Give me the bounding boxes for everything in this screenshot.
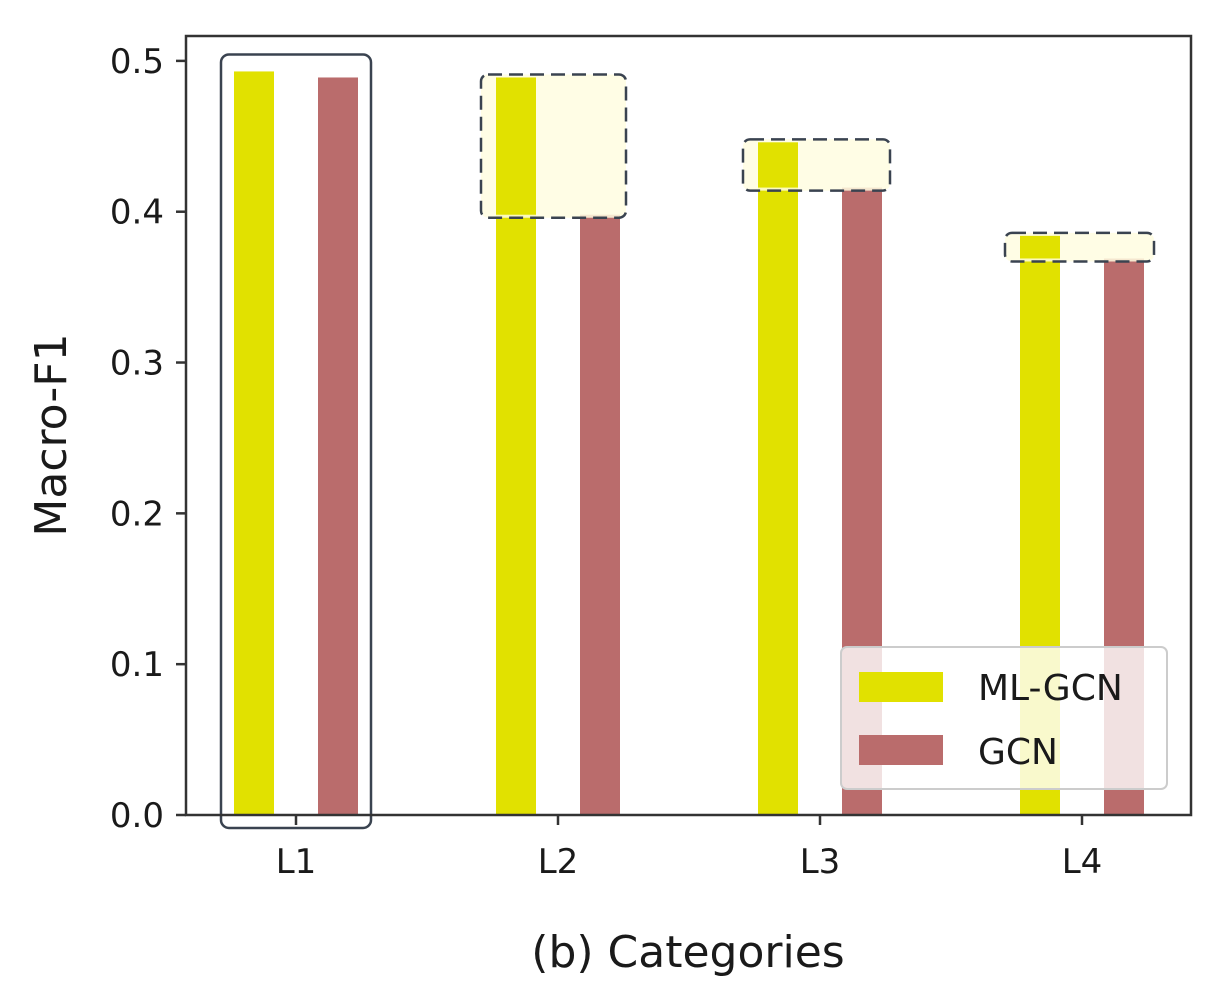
bar-ml-gcn-l3: [758, 142, 798, 816]
legend-label-gcn: GCN: [978, 732, 1058, 773]
x-tick-label: L1: [276, 842, 317, 882]
x-tick-label: L2: [538, 842, 579, 882]
bar-gcn-l2: [580, 214, 620, 815]
x-tick-label: L3: [800, 842, 841, 882]
y-tick-label: 0.2: [110, 494, 164, 534]
y-tick-label: 0.3: [110, 344, 164, 384]
y-tick-label: 0.4: [110, 193, 164, 233]
y-tick-label: 0.5: [110, 42, 164, 82]
x-tick-label: L4: [1062, 842, 1103, 882]
plot-frame: [184, 34, 1193, 817]
x-axis-title: (b) Categories: [531, 927, 844, 978]
y-axis-title: Macro-F1: [26, 333, 77, 536]
x-axis: L1 L2 L3 L4: [276, 815, 1103, 882]
legend-swatch-ml-gcn: [859, 672, 943, 702]
highlight-box-l1: [219, 53, 373, 830]
highlight-bar-l3: [758, 142, 798, 188]
legend-swatch-gcn: [859, 735, 943, 765]
bar-ml-gcn-l1: [234, 71, 274, 816]
bar-gcn-l1: [318, 77, 358, 816]
y-axis: 0.0 0.1 0.2 0.3 0.4 0.5: [110, 42, 186, 836]
legend: ML-GCN GCN: [840, 646, 1168, 790]
highlights-layer: [219, 53, 1156, 830]
y-tick-label: 0.1: [110, 645, 164, 685]
y-tick-label: 0.0: [110, 796, 164, 836]
highlight-bar-l4: [1020, 235, 1060, 259]
highlight-bar-l2: [496, 77, 536, 215]
legend-label-ml-gcn: ML-GCN: [978, 668, 1123, 709]
